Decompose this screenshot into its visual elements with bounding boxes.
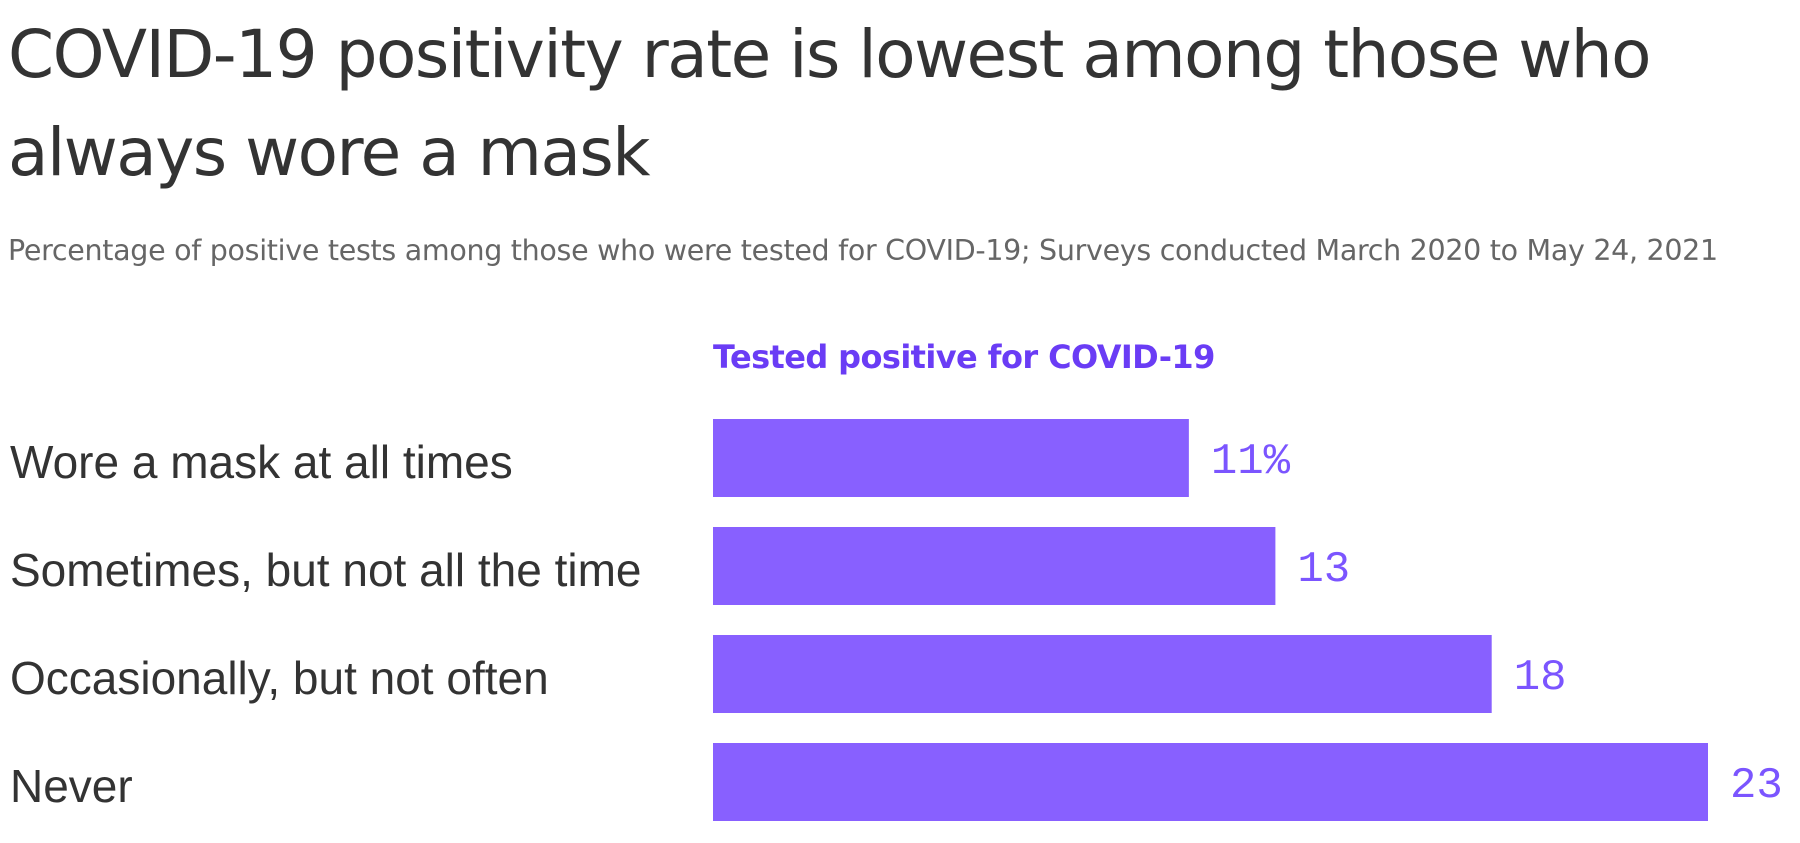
category-label: Wore a mask at all times: [10, 436, 513, 488]
category-label: Sometimes, but not all the time: [10, 544, 642, 596]
value-label: 13: [1297, 545, 1350, 595]
bar: [713, 527, 1276, 605]
category-label: Occasionally, but not often: [10, 652, 549, 704]
bar-chart-svg: Tested positive for COVID-19 Wore a mask …: [10, 338, 1783, 821]
value-label: 23: [1730, 761, 1783, 811]
bar: [713, 419, 1189, 497]
bar-chart: Tested positive for COVID-19 Wore a mask …: [0, 338, 1800, 840]
chart-subtitle: Percentage of positive tests among those…: [8, 234, 1718, 267]
series-label: Tested positive for COVID-19: [713, 338, 1215, 376]
category-label: Never: [10, 760, 133, 812]
bar: [713, 635, 1492, 713]
bar: [713, 743, 1708, 821]
value-label: 18: [1514, 653, 1567, 703]
value-label: 11%: [1211, 437, 1291, 487]
chart-title: COVID-19 positivity rate is lowest among…: [8, 16, 1651, 191]
